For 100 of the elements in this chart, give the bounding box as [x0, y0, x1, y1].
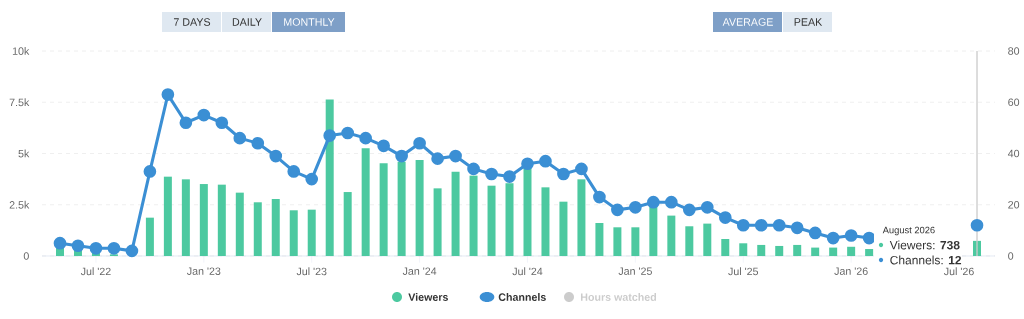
- bar: [415, 160, 424, 256]
- bar: [793, 244, 802, 256]
- point: [179, 116, 193, 130]
- point: [970, 218, 984, 232]
- text: MONTHLY: [284, 18, 335, 26]
- point: [772, 218, 786, 232]
- point: [89, 241, 103, 255]
- bar: [469, 175, 478, 256]
- bar: [703, 223, 712, 256]
- bar: [451, 171, 460, 256]
- text: AVERAGE: [722, 18, 773, 26]
- x-tick-label: Jan '26: [834, 267, 868, 275]
- bar: [271, 199, 280, 256]
- text: DAILY: [232, 18, 262, 26]
- bar: [361, 148, 370, 256]
- x-tick-label: Jul '23: [296, 267, 327, 276]
- x-tick-label: Jan '23: [186, 267, 221, 275]
- bar: [775, 245, 784, 256]
- annotation: Viewers: 738: [889, 240, 960, 250]
- y2-tick-label: 20: [1008, 200, 1020, 209]
- text: PEAK: [794, 18, 823, 26]
- point: [790, 221, 804, 235]
- bar: [811, 247, 820, 256]
- bar: [523, 166, 532, 256]
- point: [521, 157, 534, 171]
- point: [862, 231, 876, 245]
- x-tick-label: Jul '25: [728, 267, 759, 276]
- point: [269, 149, 283, 163]
- x-tick-label: Jan '24: [402, 267, 437, 275]
- x-tick-label: Jan '25: [618, 267, 652, 275]
- bar: [181, 179, 190, 256]
- bar: [145, 217, 154, 256]
- x-tick-label: Jul '22: [80, 267, 111, 276]
- y2-tick-label: 60: [1008, 98, 1020, 107]
- bar: [235, 192, 244, 256]
- bar: [613, 227, 622, 256]
- point: [71, 239, 85, 253]
- y-tick-label: 5k: [18, 149, 30, 158]
- point: [359, 131, 372, 145]
- point: [143, 165, 157, 178]
- y2-tick-label: 40: [1007, 149, 1020, 158]
- point: [413, 136, 426, 150]
- point: [467, 162, 480, 176]
- x-tick-label: Jul '26: [943, 267, 974, 276]
- point: [826, 231, 840, 245]
- bar: [253, 202, 262, 256]
- bar: [667, 215, 676, 256]
- bar: [343, 192, 352, 256]
- bar: [487, 185, 496, 256]
- bar: [505, 183, 514, 256]
- point: [125, 244, 139, 258]
- legend-label: Channels: [498, 293, 546, 301]
- bar: [685, 226, 694, 256]
- point: [395, 149, 408, 163]
- y-tick-label: 0: [23, 252, 29, 260]
- bar: [847, 246, 856, 256]
- y-tick-label: 10k: [12, 47, 30, 55]
- bar: [163, 176, 172, 256]
- bar: [541, 187, 550, 256]
- bar: [721, 238, 730, 256]
- x-tick-label: Jul '24: [512, 267, 543, 276]
- y2-tick-label: 0: [1008, 252, 1014, 260]
- point: [575, 162, 588, 176]
- bar: [397, 161, 406, 256]
- bar: [577, 179, 586, 256]
- point: [53, 236, 67, 250]
- point: [287, 165, 301, 178]
- legend-label: Viewers: [408, 293, 448, 301]
- point: [808, 226, 822, 240]
- bar: [217, 184, 226, 256]
- point: [341, 126, 355, 140]
- point: [754, 218, 768, 232]
- bar: [559, 201, 568, 256]
- point: [647, 195, 660, 209]
- y-tick-label: 2.5k: [9, 200, 30, 209]
- point: [682, 203, 696, 217]
- bar: [289, 210, 298, 256]
- point: [665, 195, 678, 209]
- point: [323, 129, 337, 142]
- point: [431, 152, 444, 165]
- point: [718, 211, 732, 224]
- point: [215, 116, 229, 130]
- point: [161, 88, 175, 101]
- point: [539, 154, 552, 168]
- bar: [829, 247, 838, 256]
- point: [611, 203, 624, 217]
- point: [107, 241, 121, 255]
- point: [305, 172, 319, 186]
- bar: [307, 209, 316, 256]
- text: 7 DAYS: [173, 18, 211, 26]
- point: [251, 136, 265, 150]
- bar: [199, 184, 208, 256]
- bar: [757, 244, 766, 256]
- annotation: Channels: 12: [890, 255, 962, 265]
- point: [736, 218, 750, 232]
- annotation: August 2026: [882, 226, 935, 236]
- point: [449, 149, 462, 163]
- point: [503, 170, 516, 183]
- bar: [649, 205, 658, 256]
- bar: [433, 188, 442, 256]
